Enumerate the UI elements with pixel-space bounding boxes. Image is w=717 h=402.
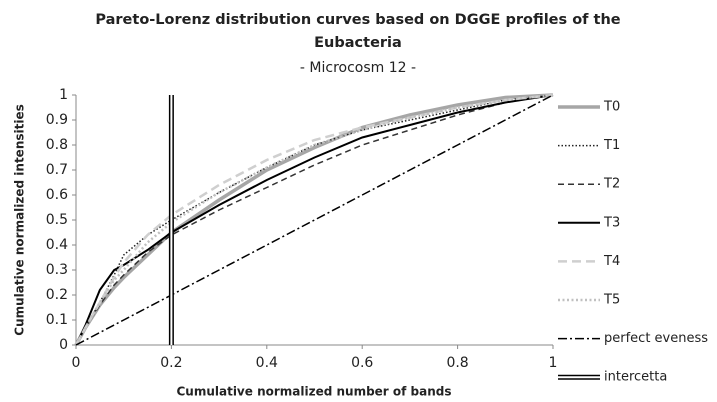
- x-tick-label: 0: [72, 355, 81, 371]
- legend-label: T3: [603, 215, 620, 230]
- legend-label: perfect eveness: [604, 331, 708, 346]
- series-line: [75, 94, 554, 346]
- series-line: [75, 94, 554, 346]
- x-tick-label: 0.8: [446, 355, 468, 371]
- y-tick-label: 0.7: [46, 162, 68, 178]
- y-axis-label: Cumulative normalized intensities: [13, 104, 27, 335]
- chart-subtitle: - Microcosm 12 -: [300, 60, 416, 76]
- legend-label: T4: [603, 254, 620, 269]
- legend-label: T0: [603, 100, 620, 115]
- x-tick-label: 0.6: [351, 355, 373, 371]
- legend-label: intercetta: [604, 370, 667, 385]
- legend-label: T1: [603, 138, 620, 153]
- x-tick-label: 1: [549, 355, 558, 371]
- y-tick-label: 1: [59, 87, 68, 103]
- chart-title: Pareto-Lorenz distribution curves based …: [95, 12, 620, 28]
- x-tick-label: 0.2: [160, 355, 182, 371]
- legend-label: T2: [603, 177, 620, 192]
- y-tick-label: 0.4: [46, 237, 68, 253]
- y-tick-label: 0.1: [46, 312, 68, 328]
- y-tick-label: 0.6: [46, 187, 68, 203]
- series-line: [75, 94, 554, 346]
- y-tick-label: 0.8: [46, 137, 68, 153]
- legend-label: T5: [603, 293, 620, 308]
- y-tick-label: 0.2: [46, 287, 68, 303]
- y-tick-label: 0.5: [46, 212, 68, 228]
- y-tick-label: 0.9: [46, 112, 68, 128]
- series-line: [74, 93, 554, 346]
- y-tick-label: 0.3: [46, 262, 68, 278]
- x-tick-label: 0.4: [256, 355, 278, 371]
- chart-title: Eubacteria: [314, 35, 402, 51]
- y-tick-label: 0: [59, 337, 68, 353]
- x-axis-label: Cumulative normalized number of bands: [176, 385, 451, 399]
